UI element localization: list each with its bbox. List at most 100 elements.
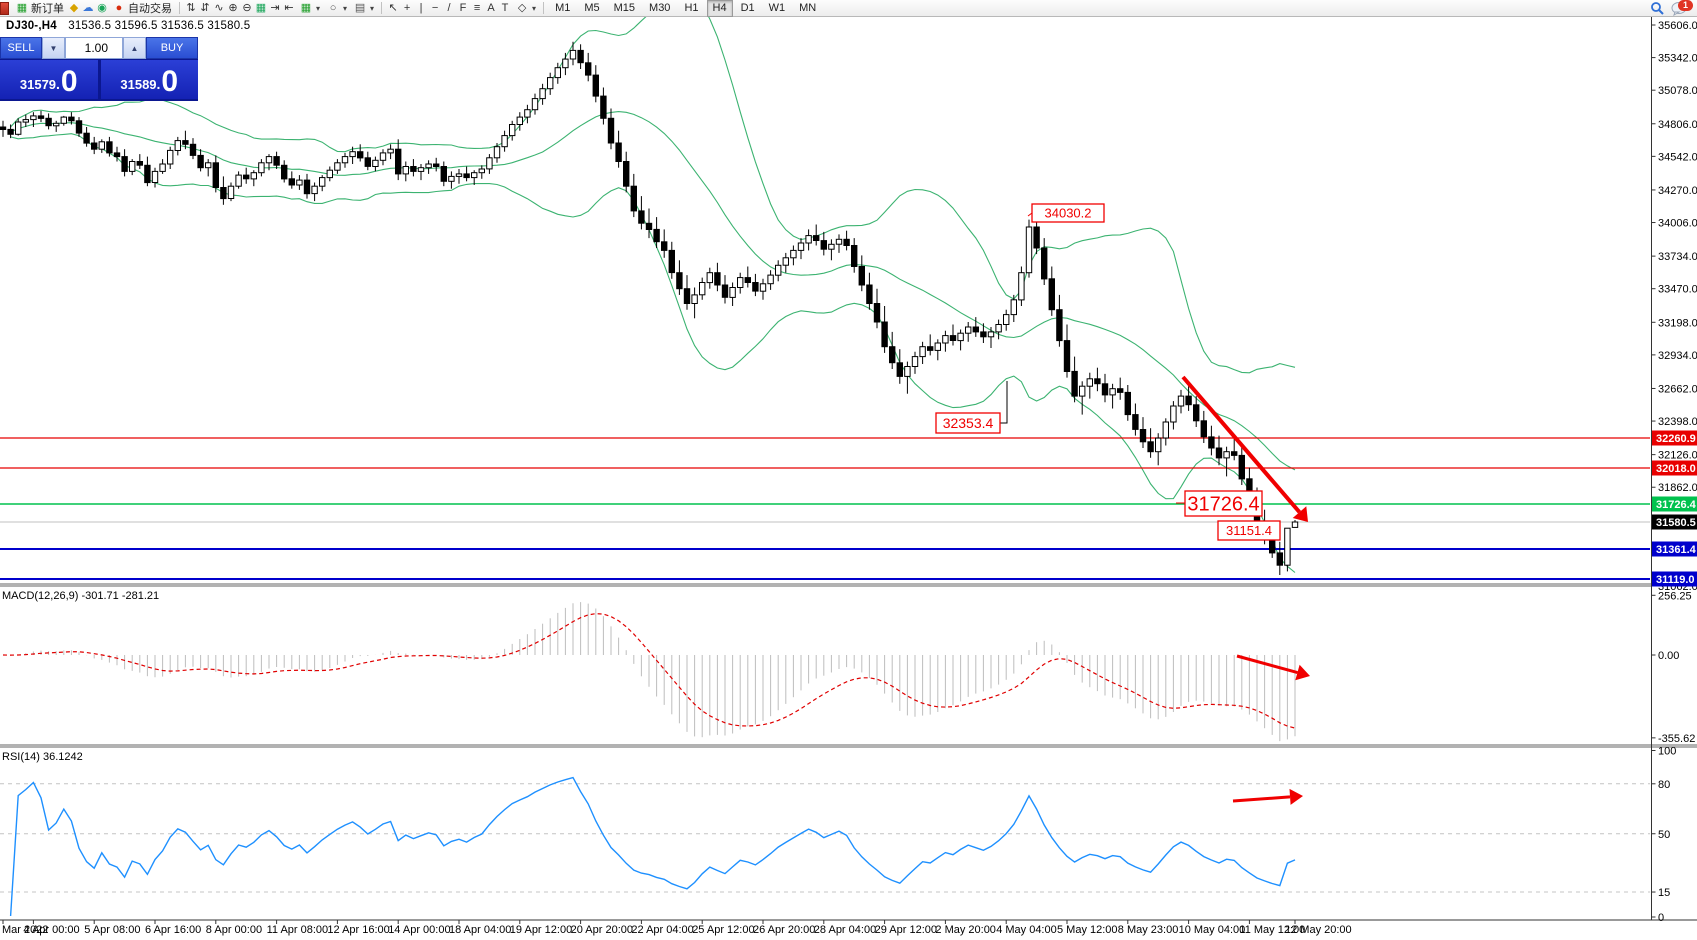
shapes-button[interactable]: ◇ ▾: [512, 1, 539, 16]
buy-price-int: 31589: [120, 77, 157, 92]
bollinger-lower: [10, 133, 1296, 573]
volume-decrease-button[interactable]: ▼: [42, 37, 65, 59]
svg-text:31119.0: 31119.0: [1656, 574, 1695, 586]
timeframe-M15[interactable]: M15: [613, 1, 636, 14]
new-order-button[interactable]: ▦ 新订单: [12, 1, 67, 16]
svg-text:Mar 2022: Mar 2022: [2, 924, 48, 936]
svg-text:35606.0: 35606.0: [1658, 20, 1697, 32]
toolbar-separator: [179, 2, 180, 14]
chart-shift-icon[interactable]: ⇤: [284, 1, 294, 14]
svg-text:4 May 04:00: 4 May 04:00: [996, 924, 1057, 936]
cloud-profile-icon[interactable]: ☁: [82, 1, 94, 14]
buy-price-button[interactable]: 31589 . 0: [100, 60, 198, 99]
timeframe-H4[interactable]: H4: [706, 0, 733, 17]
price-badge-31119.0: [1652, 571, 1697, 587]
channel-icon[interactable]: ≡: [473, 1, 481, 14]
svg-text:8 Apr 00:00: 8 Apr 00:00: [206, 924, 262, 936]
svg-text:33470.0: 33470.0: [1658, 284, 1697, 296]
volume-input[interactable]: 1.00: [65, 37, 123, 59]
sell-price-dot: .: [56, 76, 60, 92]
gold-icon[interactable]: ◆: [69, 1, 79, 14]
volume-increase-button[interactable]: ▲: [123, 37, 146, 59]
svg-text:256.25: 256.25: [1658, 590, 1692, 602]
svg-text:32126.0: 32126.0: [1658, 450, 1697, 462]
svg-text:22 Apr 04:00: 22 Apr 04:00: [631, 924, 693, 936]
vertical-line-icon[interactable]: |: [419, 1, 423, 14]
price-axis: 35606.0 35342.0 35078.0 34806.0 34542.0 34270…: [1651, 20, 1697, 593]
shapes-icon: ◇: [517, 1, 527, 14]
one-click-trading-panel: SELL ▼ 1.00 ▲ BUY 31579 . 0 31589 . 0: [0, 37, 198, 101]
templates-icon[interactable]: ∿: [214, 1, 224, 14]
template-dropdown-button[interactable]: ▤ ▾: [354, 1, 375, 14]
svg-text:31726.4: 31726.4: [1187, 494, 1259, 516]
price-badge-31726.4: [1652, 496, 1697, 512]
price-callout-31726.4: [1184, 490, 1263, 517]
tile-windows-icon[interactable]: ▦: [255, 1, 267, 14]
auto-scroll-icon[interactable]: ⇥: [270, 1, 280, 14]
svg-text:50: 50: [1658, 829, 1670, 841]
price-callout-32353.4: [935, 412, 1001, 434]
crosshair-icon[interactable]: +: [403, 1, 411, 14]
svg-text:34806.0: 34806.0: [1658, 119, 1697, 131]
toolbar-separator: [543, 2, 545, 14]
svg-text:31361.4: 31361.4: [1656, 544, 1697, 556]
svg-text:12 May 20:00: 12 May 20:00: [1285, 924, 1352, 936]
fibonacci-icon[interactable]: F: [459, 1, 467, 14]
price-badge-31361.4: [1652, 541, 1697, 557]
timeframe-M30[interactable]: M30: [649, 1, 671, 14]
svg-text:4 Apr 00:00: 4 Apr 00:00: [23, 924, 79, 936]
svg-text:34270.0: 34270.0: [1658, 185, 1697, 197]
svg-text:19 Apr 12:00: 19 Apr 12:00: [510, 924, 572, 936]
timeframe-M1[interactable]: M1: [555, 1, 571, 14]
signal-icon[interactable]: ◉: [97, 1, 107, 14]
timeframe-W1[interactable]: W1: [768, 1, 786, 14]
sell-price-button[interactable]: 31579 . 0: [0, 60, 98, 99]
price-badge-32018.0: [1652, 460, 1697, 476]
autotrade-icon: ●: [115, 1, 123, 14]
zoom-in-icon[interactable]: ⊕: [228, 1, 238, 14]
timeframe-M5[interactable]: M5: [584, 1, 600, 14]
timeframe-MN[interactable]: MN: [799, 1, 817, 14]
template-file-icon: ▤: [354, 1, 366, 14]
svg-text:34030.2: 34030.2: [1045, 206, 1092, 221]
cursor-icon[interactable]: ↖: [388, 1, 398, 14]
svg-text:5 May 12:00: 5 May 12:00: [1057, 924, 1118, 936]
svg-text:31151.4: 31151.4: [1226, 523, 1272, 538]
svg-text:5 Apr 08:00: 5 Apr 08:00: [84, 924, 140, 936]
sell-price-dec: 0: [60, 65, 78, 98]
timeframe-H1[interactable]: H1: [684, 1, 699, 14]
svg-text:28 Apr 04:00: 28 Apr 04:00: [814, 924, 876, 936]
autotrade-label: 自动交易: [128, 3, 172, 15]
zoom-out-icon[interactable]: ⊖: [242, 1, 252, 14]
indicators-icon[interactable]: ⇅: [186, 1, 196, 14]
new-chart-button[interactable]: ▦ ▾: [300, 1, 321, 14]
period-dropdown-button[interactable]: ○ ▾: [323, 1, 350, 16]
sell-button[interactable]: SELL: [0, 37, 42, 59]
svg-text:32398.0: 32398.0: [1658, 416, 1697, 428]
timeframe-D1[interactable]: D1: [740, 1, 755, 14]
buy-button[interactable]: BUY: [146, 37, 198, 59]
toolbar: ▦ 新订单 ◆ ☁ ◉ ● 自动交易 ⇅ ⇵ ∿ ⊕ ⊖ ▦ ⇥ ⇤ ▦ ▾ ○ ▾…: [0, 0, 1697, 17]
trendline-icon[interactable]: /: [447, 1, 451, 14]
svg-text:33198.0: 33198.0: [1658, 317, 1697, 329]
svg-text:32353.4: 32353.4: [943, 415, 994, 431]
clipped-icon: [0, 1, 9, 15]
periods-icon[interactable]: ⇵: [200, 1, 210, 14]
svg-text:11 May 12:00: 11 May 12:00: [1239, 924, 1305, 936]
svg-text:11 Apr 08:00: 11 Apr 08:00: [267, 924, 329, 936]
text-icon[interactable]: A: [487, 1, 495, 14]
autotrade-button[interactable]: ● 自动交易: [109, 1, 175, 16]
svg-text:31726.4: 31726.4: [1656, 499, 1697, 511]
horizontal-lines: [0, 437, 1650, 580]
text-label-icon[interactable]: T: [501, 1, 509, 14]
notifications-button[interactable]: 1: [1671, 0, 1693, 16]
horizontal-line-icon[interactable]: −: [431, 1, 439, 14]
search-icon[interactable]: [1650, 1, 1665, 16]
toolbar-separator: [381, 2, 383, 14]
rsi-panel: 100 80 50 15 0: [0, 746, 1676, 924]
trend-arrows: [1181, 375, 1310, 805]
svg-text:10 May 04:00: 10 May 04:00: [1179, 924, 1246, 936]
